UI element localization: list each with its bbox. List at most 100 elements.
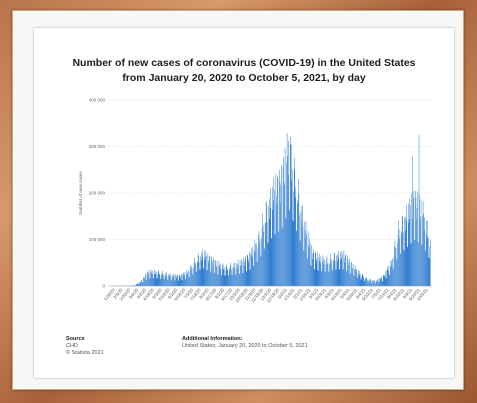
bar	[328, 263, 329, 286]
bar	[382, 281, 383, 286]
bar	[323, 255, 324, 286]
bar	[276, 196, 277, 286]
bar	[426, 234, 427, 286]
bar	[271, 238, 272, 286]
bar	[415, 191, 416, 286]
bar	[421, 244, 422, 286]
bar	[298, 179, 299, 286]
bar	[381, 276, 382, 286]
bar	[381, 278, 382, 286]
bar	[421, 200, 422, 286]
bar	[383, 276, 384, 286]
bar	[271, 208, 272, 286]
bar	[254, 251, 255, 286]
bar	[284, 185, 285, 286]
bar	[156, 278, 157, 286]
bar	[353, 276, 354, 286]
bar	[227, 269, 228, 286]
bar	[296, 230, 297, 286]
bar	[250, 270, 251, 286]
bar	[278, 232, 279, 286]
bar	[218, 274, 219, 286]
bar	[185, 272, 186, 286]
bar	[165, 276, 166, 286]
bar	[332, 270, 333, 286]
bar	[347, 256, 348, 286]
bar	[247, 255, 248, 286]
bar	[228, 276, 229, 286]
bar	[241, 266, 242, 286]
bar	[245, 259, 246, 286]
bar	[243, 257, 244, 286]
bar	[361, 280, 362, 286]
bar	[298, 200, 299, 286]
bar	[223, 265, 224, 286]
bar	[244, 262, 245, 286]
bar	[401, 234, 402, 286]
bar	[234, 263, 235, 286]
bar	[357, 277, 358, 286]
source-block: Source CHD © Statista 2021	[66, 336, 104, 357]
bar	[302, 206, 303, 286]
bar	[314, 269, 315, 286]
bar	[359, 275, 360, 286]
bar	[371, 283, 372, 286]
bar	[204, 251, 205, 286]
bar	[190, 266, 191, 286]
bar	[228, 270, 229, 286]
bar	[336, 269, 337, 286]
bar	[230, 263, 231, 286]
bar	[147, 273, 148, 286]
bar	[158, 271, 159, 286]
bar	[277, 178, 278, 286]
bar	[389, 275, 390, 286]
bar	[306, 234, 307, 286]
bar	[276, 174, 277, 286]
bar	[262, 214, 263, 286]
bar	[379, 278, 380, 286]
bar	[140, 281, 141, 286]
bar	[251, 248, 252, 286]
bar	[385, 275, 386, 286]
bar	[227, 264, 228, 286]
bar	[291, 145, 292, 286]
bar	[159, 274, 160, 286]
bar	[417, 208, 418, 286]
bar	[403, 232, 404, 286]
bar	[212, 266, 213, 286]
bar	[388, 270, 389, 286]
bar	[230, 268, 231, 286]
bar	[141, 282, 142, 286]
bar	[225, 276, 226, 286]
bar	[255, 240, 256, 286]
bar	[240, 260, 241, 286]
bar	[150, 278, 151, 286]
bar	[286, 163, 287, 286]
bar	[292, 170, 293, 286]
bar	[316, 261, 317, 286]
bar	[353, 264, 354, 286]
bar	[389, 265, 390, 286]
bar	[406, 205, 407, 286]
bar	[140, 282, 141, 286]
bar	[288, 175, 289, 286]
bar	[202, 249, 203, 286]
bar	[283, 157, 284, 286]
bar	[318, 270, 319, 286]
bar	[372, 280, 373, 286]
bar	[178, 281, 179, 286]
bar	[332, 271, 333, 286]
bar	[398, 235, 399, 286]
bar	[398, 220, 399, 286]
bar	[148, 273, 149, 286]
bar	[212, 260, 213, 286]
bar	[360, 274, 361, 286]
bar	[164, 279, 165, 286]
bar	[392, 265, 393, 286]
bar	[236, 263, 237, 286]
chart-card: Number of new cases of coronavirus (COVI…	[34, 28, 454, 378]
bar	[148, 275, 149, 286]
bar	[372, 283, 373, 286]
bar	[282, 228, 283, 286]
bar	[267, 243, 268, 286]
